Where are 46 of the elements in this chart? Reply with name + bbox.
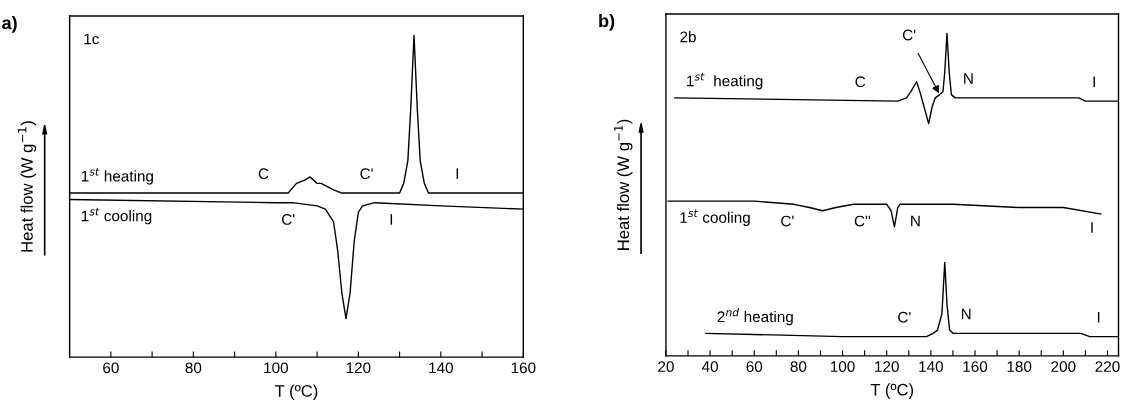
annotation: I xyxy=(1093,76,1095,87)
annotation: I xyxy=(456,168,459,179)
annotation: N xyxy=(911,215,920,227)
x-axis-title: T (ºC) xyxy=(274,384,318,401)
x-tick-label: 100 xyxy=(264,362,288,374)
x-tick-label: 160 xyxy=(963,361,988,373)
chart-title: a) xyxy=(2,16,17,33)
x-tick-label: 180 xyxy=(1007,361,1032,373)
annotation: 2b xyxy=(680,31,696,43)
y-axis-title: Heat flow (W g$^{−1}$) xyxy=(17,121,37,252)
annotation: C' xyxy=(902,29,916,41)
x-tick-label: 120 xyxy=(346,362,371,374)
annotation: C' xyxy=(781,215,794,227)
x-tick-label: 60 xyxy=(746,361,763,373)
annotation: N xyxy=(961,308,971,320)
x-tick-label: 80 xyxy=(790,361,807,373)
x-tick-label: 140 xyxy=(429,362,453,374)
x-tick-label: 160 xyxy=(511,362,536,374)
series-label: 1$^{st}$ heating xyxy=(687,72,763,90)
annotation: C'' xyxy=(854,215,871,227)
series-label: 1$^{st}$ cooling xyxy=(81,207,152,225)
x-tick-label: 120 xyxy=(875,361,899,373)
annotation: C xyxy=(855,76,866,88)
x-tick-label: 140 xyxy=(919,361,944,373)
annotation: 1c xyxy=(84,33,99,45)
y-axis-title: Heat flow (W g$^{−1}$) xyxy=(614,119,633,250)
annotation: N xyxy=(964,73,973,84)
series-label: 1$^{st}$ cooling xyxy=(680,209,750,226)
annotation: C' xyxy=(360,168,373,180)
series-label: 2$^{nd}$ heating xyxy=(717,308,793,326)
annotation: C xyxy=(258,168,269,180)
chart-title: b) xyxy=(599,13,615,31)
x-tick-label: 40 xyxy=(701,361,718,373)
x-tick-label: 80 xyxy=(185,362,202,374)
annotation: I xyxy=(1091,222,1093,233)
x-axis-title: T (ºC) xyxy=(870,383,914,399)
x-tick-label: 20 xyxy=(658,361,674,373)
annotation: I xyxy=(390,214,393,225)
series-label: 1$^{st}$ heating xyxy=(81,168,153,185)
annotation: C' xyxy=(282,214,295,225)
x-tick-label: 100 xyxy=(830,361,855,373)
x-tick-label: 200 xyxy=(1051,361,1076,373)
annotation: C' xyxy=(898,311,911,323)
x-tick-label: 60 xyxy=(103,362,119,374)
annotation: I xyxy=(1097,311,1100,323)
x-tick-label: 220 xyxy=(1095,361,1120,373)
